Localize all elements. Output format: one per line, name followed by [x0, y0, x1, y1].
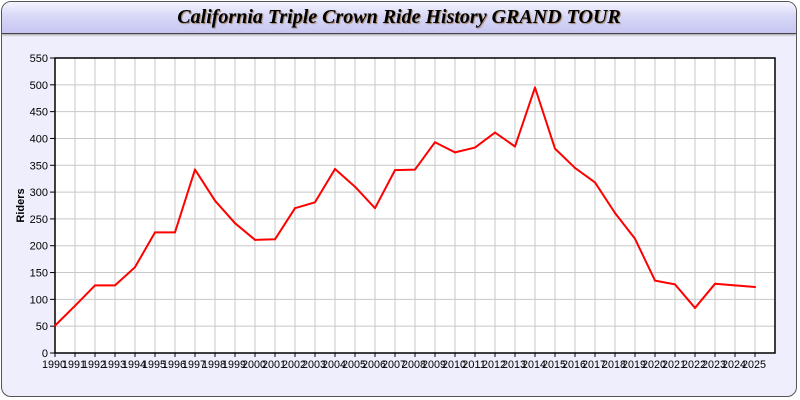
data-point — [634, 237, 636, 240]
y-tick-label: 500 — [30, 80, 48, 92]
data-point — [214, 199, 216, 202]
y-axis-label: Riders — [15, 188, 27, 222]
x-tick-label: 1992 — [82, 359, 106, 371]
data-point — [134, 266, 136, 269]
x-tick-label: 1990 — [42, 359, 66, 371]
x-tick-label: 2024 — [722, 359, 746, 371]
data-point — [534, 86, 536, 89]
x-tick-label: 2022 — [682, 359, 706, 371]
data-point — [374, 207, 376, 210]
data-point — [294, 207, 296, 210]
x-tick-label: 2001 — [262, 359, 286, 371]
y-tick-label: 100 — [30, 294, 48, 306]
y-tick-label: 150 — [30, 268, 48, 280]
x-tick-label: 1999 — [222, 359, 246, 371]
x-tick-label: 2025 — [742, 359, 766, 371]
x-tick-label: 2020 — [642, 359, 666, 371]
x-tick-label: 2019 — [622, 359, 646, 371]
x-tick-label: 2023 — [702, 359, 726, 371]
data-point — [114, 284, 116, 287]
data-point — [234, 222, 236, 225]
y-tick-label: 450 — [30, 107, 48, 119]
data-point — [434, 141, 436, 144]
y-tick-label: 300 — [30, 187, 48, 199]
x-tick-label: 2007 — [382, 359, 406, 371]
data-point — [194, 168, 196, 171]
chart-title: California Triple Crown Ride History GRA… — [177, 6, 621, 28]
data-point — [254, 238, 256, 241]
x-tick-label: 2009 — [422, 359, 446, 371]
x-tick-label: 2017 — [582, 359, 606, 371]
series-line — [54, 86, 756, 327]
x-tick-label: 2004 — [322, 359, 346, 371]
data-point — [554, 147, 556, 150]
data-point — [694, 306, 696, 309]
x-tick-label: 2016 — [562, 359, 586, 371]
data-point — [94, 284, 96, 287]
y-tick-label: 200 — [30, 241, 48, 253]
x-tick-label: 1997 — [182, 359, 206, 371]
y-tick-label: 400 — [30, 133, 48, 145]
data-point — [54, 324, 56, 327]
x-tick-label: 2011 — [462, 359, 486, 371]
x-tick-label: 2012 — [482, 359, 506, 371]
x-tick-label: 2008 — [402, 359, 426, 371]
x-tick-label: 2006 — [362, 359, 386, 371]
data-point — [394, 169, 396, 172]
x-tick-label: 2021 — [662, 359, 686, 371]
data-point — [714, 282, 716, 285]
x-tick-label: 2003 — [302, 359, 326, 371]
x-tick-label: 2005 — [342, 359, 366, 371]
x-tick-label: 2018 — [602, 359, 626, 371]
x-tick-label: 2002 — [282, 359, 306, 371]
y-tick-label: 0 — [42, 348, 48, 360]
plot-border — [54, 57, 776, 354]
y-tick-label: 550 — [30, 53, 48, 65]
y-tick-label: 250 — [30, 214, 48, 226]
data-point — [674, 283, 676, 286]
data-point — [594, 181, 596, 184]
data-point — [474, 146, 476, 149]
data-point — [454, 151, 456, 154]
data-point — [314, 201, 316, 204]
x-tick-label: 1998 — [202, 359, 226, 371]
data-point — [734, 284, 736, 287]
x-tick-label: 1991 — [62, 359, 86, 371]
data-point — [414, 168, 416, 171]
x-tick-label: 2015 — [542, 359, 566, 371]
y-tick-label: 350 — [30, 160, 48, 172]
data-point — [754, 286, 756, 289]
data-point — [354, 185, 356, 188]
x-tick-label: 1994 — [122, 359, 146, 371]
x-tick-label: 2013 — [502, 359, 526, 371]
y-tick-label: 50 — [36, 321, 48, 333]
x-tick-label: 2010 — [442, 359, 466, 371]
x-tick-label: 1995 — [142, 359, 166, 371]
data-point — [574, 166, 576, 169]
data-point — [74, 304, 76, 307]
data-point — [334, 168, 336, 171]
data-point — [154, 231, 156, 234]
data-point — [274, 238, 276, 241]
chart-header: California Triple Crown Ride History GRA… — [2, 2, 796, 34]
x-tick-label: 1996 — [162, 359, 186, 371]
x-tick-label: 2000 — [242, 359, 266, 371]
x-tick-label: 2014 — [522, 359, 546, 371]
data-point — [174, 231, 176, 234]
data-point — [494, 131, 496, 134]
data-point — [614, 212, 616, 215]
data-point — [514, 145, 516, 148]
data-point — [654, 279, 656, 282]
x-tick-label: 1993 — [102, 359, 126, 371]
